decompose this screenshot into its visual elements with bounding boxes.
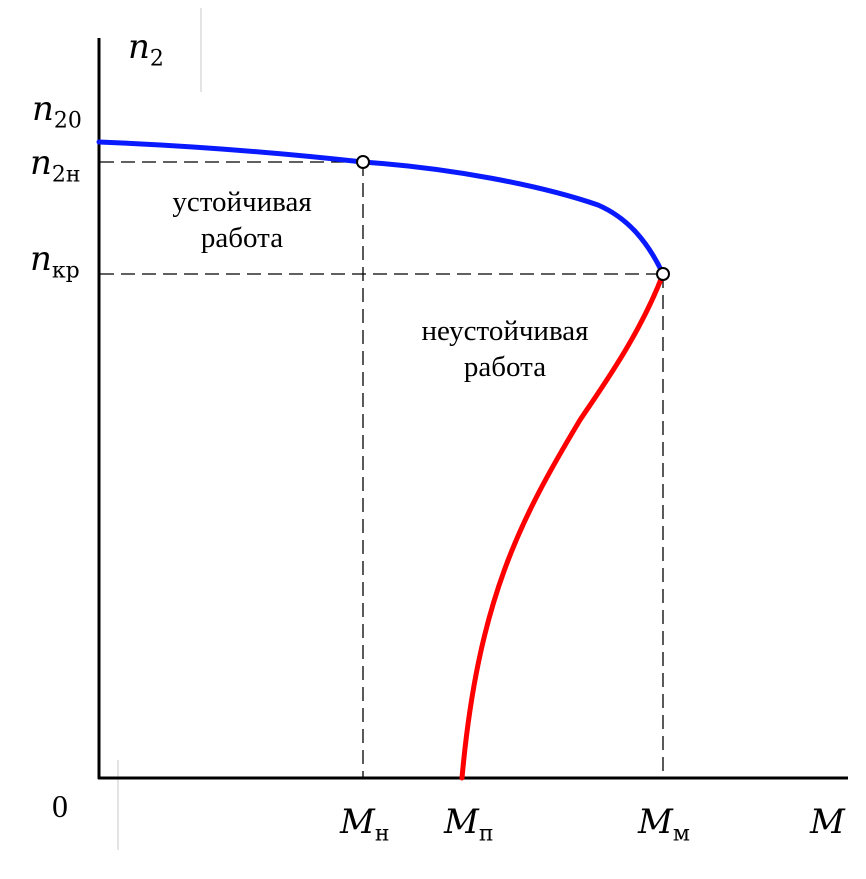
unstable-region-label: неустойчивая работа [374, 313, 636, 385]
critical-point-marker [656, 267, 670, 281]
stable-region-line1: устойчивая [172, 186, 312, 218]
rated-point-marker [356, 155, 370, 169]
y-tick-n2n: n2н [30, 143, 81, 188]
stable-region-line2: работа [200, 222, 284, 254]
y-tick-n20: n20 [32, 89, 82, 134]
unstable-curve [459, 271, 666, 781]
x-axis-label: M [810, 802, 845, 842]
unstable-region-line1: неустойчивая [421, 315, 589, 347]
y-tick-nkr: nкр [30, 239, 80, 284]
x-tick-mp: Mп [444, 802, 494, 847]
x-tick-mn: Mн [340, 802, 390, 847]
stable-curve [96, 139, 666, 277]
x-tick-mm: Mм [638, 802, 690, 847]
y-axis-label: n2 [128, 27, 164, 72]
origin-label: 0 [52, 788, 68, 824]
stable-region-label: устойчивая работа [132, 184, 352, 256]
unstable-region-line2: работа [463, 351, 547, 383]
